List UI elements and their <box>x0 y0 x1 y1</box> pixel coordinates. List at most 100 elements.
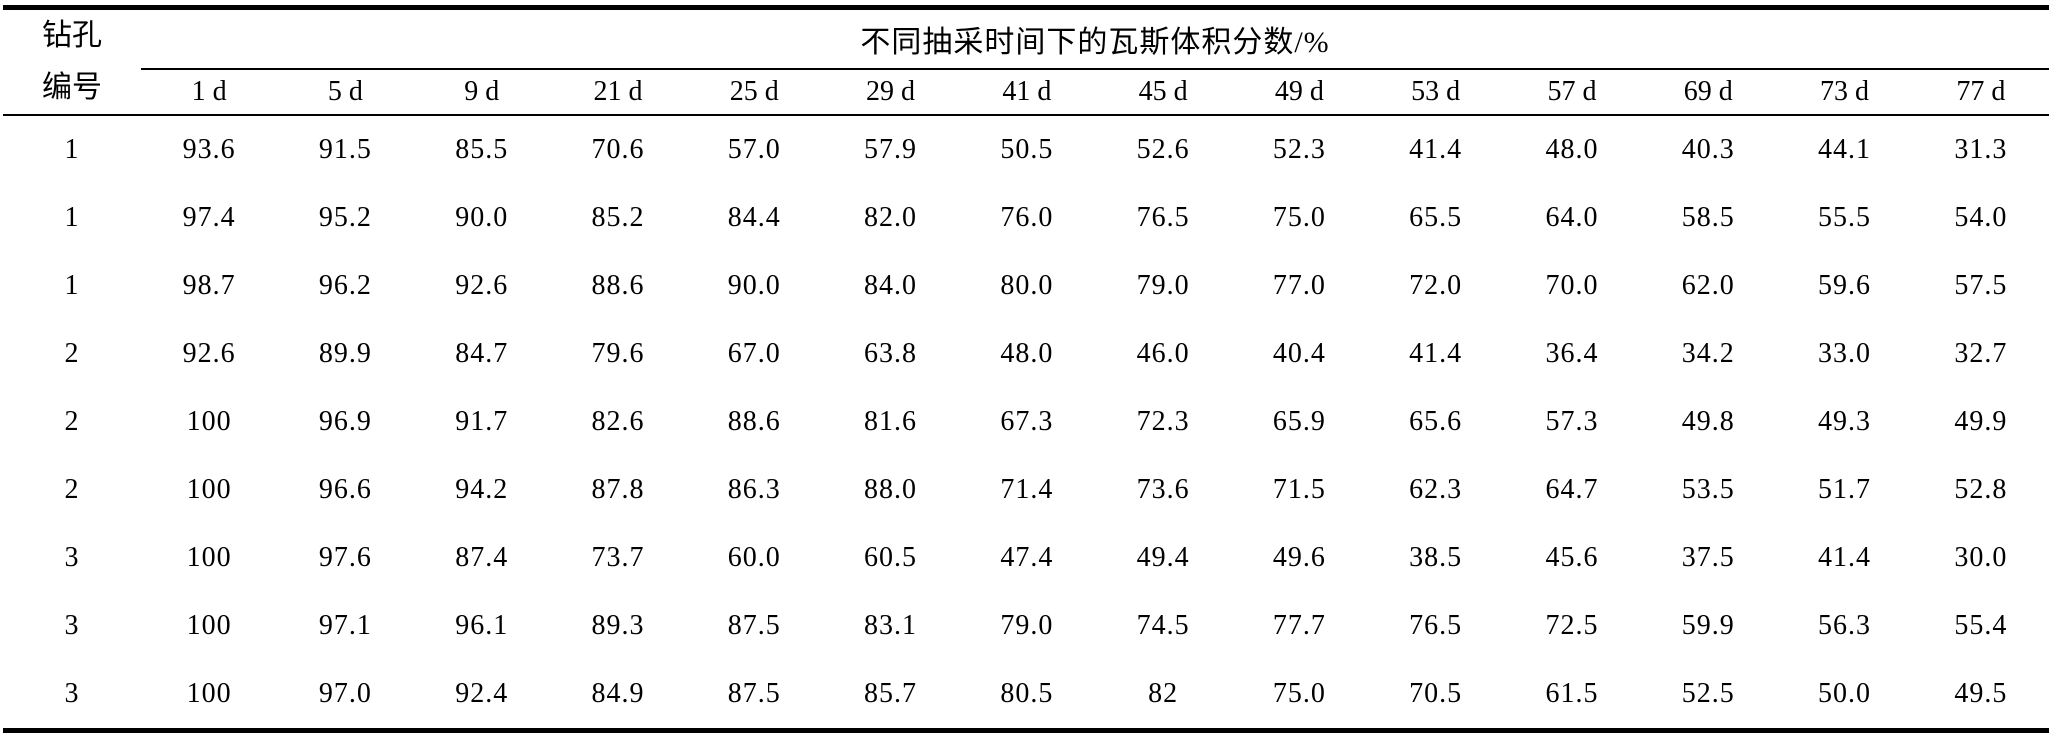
value-cell: 62.3 <box>1409 474 1463 505</box>
value-cell: 55.4 <box>1954 610 2008 641</box>
day-header-cell: 45 d <box>1094 69 1232 116</box>
value-cell: 96.1 <box>455 610 509 641</box>
value-cell: 80.5 <box>1000 678 1054 709</box>
day-header-cell: 5 d <box>277 69 414 116</box>
value-cell: 87.5 <box>727 678 781 709</box>
value-cell: 72.3 <box>1136 406 1190 437</box>
hole-id-header-line1: 钻孔 <box>42 19 102 52</box>
value-cell: 85.2 <box>591 202 645 233</box>
value-cell: 67.0 <box>727 338 781 369</box>
value-cell: 77.7 <box>1272 610 1326 641</box>
value-cell: 49.3 <box>1818 406 1872 437</box>
value-cell: 64.0 <box>1545 202 1599 233</box>
value-cell: 49.9 <box>1954 406 2008 437</box>
value-cell: 63.8 <box>864 338 918 369</box>
value-cell: 88.6 <box>727 406 781 437</box>
value-cell: 89.9 <box>318 338 372 369</box>
value-cell: 96.2 <box>318 270 372 301</box>
value-cell: 79.0 <box>1136 270 1190 301</box>
value-cell: 76.5 <box>1136 202 1190 233</box>
value-cell: 84.0 <box>864 270 918 301</box>
value-cell: 70.0 <box>1545 270 1599 301</box>
value-cell: 82.0 <box>864 202 918 233</box>
value-cell: 87.5 <box>727 610 781 641</box>
table-row: 3 100 97.0 92.4 84.9 87.5 85.7 80.5 82 75.0 70.5 61… <box>3 660 2049 731</box>
value-cell: 76.0 <box>1000 202 1054 233</box>
value-cell: 88.0 <box>864 474 918 505</box>
value-cell: 97.1 <box>318 610 372 641</box>
table-row: 2 100 96.6 94.2 87.8 86.3 88.0 71.4 73.6 71.5 62.3… <box>3 456 2049 524</box>
hole-id-header: 钻孔 编号 <box>3 7 141 116</box>
day-header-cell: 53 d <box>1367 69 1504 116</box>
value-cell: 49.4 <box>1136 542 1190 573</box>
hole-number-cell: 1 <box>64 202 80 233</box>
value-cell: 91.7 <box>455 406 509 437</box>
day-header-cell: 21 d <box>549 69 687 116</box>
value-cell: 75.0 <box>1272 202 1326 233</box>
value-cell: 34.2 <box>1681 338 1735 369</box>
table-row: 1 98.7 96.2 92.6 88.6 90.0 84.0 80.0 79.0 77.0 72.… <box>3 252 2049 320</box>
hole-number-cell: 3 <box>64 610 80 641</box>
value-cell: 67.3 <box>1000 406 1054 437</box>
value-cell: 71.4 <box>1000 474 1054 505</box>
table-row: 1 93.6 91.5 85.5 70.6 57.0 57.9 50.5 52.6 52.3 41.… <box>3 115 2049 184</box>
value-cell: 65.6 <box>1409 406 1463 437</box>
main-header-row: 钻孔 编号 不同抽采时间下的瓦斯体积分数/% <box>3 7 2049 116</box>
value-cell: 31.3 <box>1954 134 2008 165</box>
value-cell: 41.4 <box>1818 542 1872 573</box>
value-cell: 59.6 <box>1818 270 1872 301</box>
day-header-cell: 9 d <box>413 69 550 116</box>
value-cell: 64.7 <box>1545 474 1599 505</box>
day-header-cell: 49 d <box>1231 69 1368 116</box>
value-cell: 71.5 <box>1272 474 1326 505</box>
value-cell: 97.0 <box>318 678 372 709</box>
value-cell: 48.0 <box>1000 338 1054 369</box>
table-row: 3 100 97.6 87.4 73.7 60.0 60.5 47.4 49.4 49.6 38.5… <box>3 524 2049 592</box>
value-cell: 97.4 <box>182 202 236 233</box>
value-cell: 72.5 <box>1545 610 1599 641</box>
value-cell: 49.8 <box>1681 406 1735 437</box>
value-cell: 45.6 <box>1545 542 1599 573</box>
value-cell: 62.0 <box>1681 270 1735 301</box>
day-header-cell: 69 d <box>1640 69 1777 116</box>
value-cell: 83.1 <box>864 610 918 641</box>
value-cell: 40.3 <box>1681 134 1735 165</box>
value-cell: 100 <box>186 678 232 709</box>
value-cell: 52.3 <box>1272 134 1326 165</box>
day-header-cell: 73 d <box>1776 69 1913 116</box>
value-cell: 57.0 <box>727 134 781 165</box>
table-row: 2 100 96.9 91.7 82.6 88.6 81.6 67.3 72.3 65.9 65.6… <box>3 388 2049 456</box>
day-header-cell: 57 d <box>1503 69 1641 116</box>
value-cell: 56.3 <box>1818 610 1872 641</box>
value-cell: 100 <box>186 406 232 437</box>
value-cell: 57.9 <box>864 134 918 165</box>
day-header-cell: 29 d <box>822 69 959 116</box>
value-cell: 74.5 <box>1136 610 1190 641</box>
table-body: 1 93.6 91.5 85.5 70.6 57.0 57.9 50.5 52.6 52.3 41.… <box>3 115 2049 731</box>
value-cell: 37.5 <box>1681 542 1735 573</box>
hole-number-cell: 3 <box>64 678 80 709</box>
value-cell: 93.6 <box>182 134 236 165</box>
value-cell: 98.7 <box>182 270 236 301</box>
value-cell: 79.6 <box>591 338 645 369</box>
value-cell: 70.6 <box>591 134 645 165</box>
value-cell: 51.7 <box>1818 474 1872 505</box>
table-row: 1 97.4 95.2 90.0 85.2 84.4 82.0 76.0 76.5 75.0 65.… <box>3 184 2049 252</box>
value-cell: 91.5 <box>318 134 372 165</box>
value-cell: 82.6 <box>591 406 645 437</box>
value-cell: 52.8 <box>1954 474 2008 505</box>
hole-number-cell: 2 <box>64 338 80 369</box>
value-cell: 76.5 <box>1409 610 1463 641</box>
value-cell: 48.0 <box>1545 134 1599 165</box>
value-cell: 92.6 <box>182 338 236 369</box>
hole-number-cell: 1 <box>64 134 80 165</box>
value-cell: 38.5 <box>1409 542 1463 573</box>
value-cell: 44.1 <box>1818 134 1872 165</box>
value-cell: 58.5 <box>1681 202 1735 233</box>
value-cell: 87.4 <box>455 542 509 573</box>
value-cell: 85.5 <box>455 134 509 165</box>
value-cell: 96.9 <box>318 406 372 437</box>
value-cell: 61.5 <box>1545 678 1599 709</box>
